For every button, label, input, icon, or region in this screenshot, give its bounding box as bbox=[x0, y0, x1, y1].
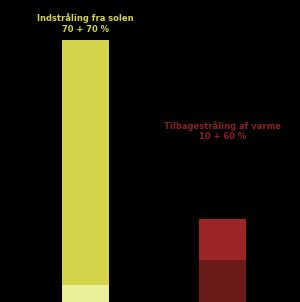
Bar bbox=[199, 260, 246, 302]
Bar bbox=[62, 285, 109, 302]
Text: Indstråling fra solen
70 + 70 %: Indstråling fra solen 70 + 70 % bbox=[38, 13, 134, 34]
Text: Tilbagestråling af varme
10 + 60 %: Tilbagestråling af varme 10 + 60 % bbox=[164, 121, 281, 141]
Bar bbox=[199, 219, 246, 260]
Bar bbox=[62, 40, 109, 285]
